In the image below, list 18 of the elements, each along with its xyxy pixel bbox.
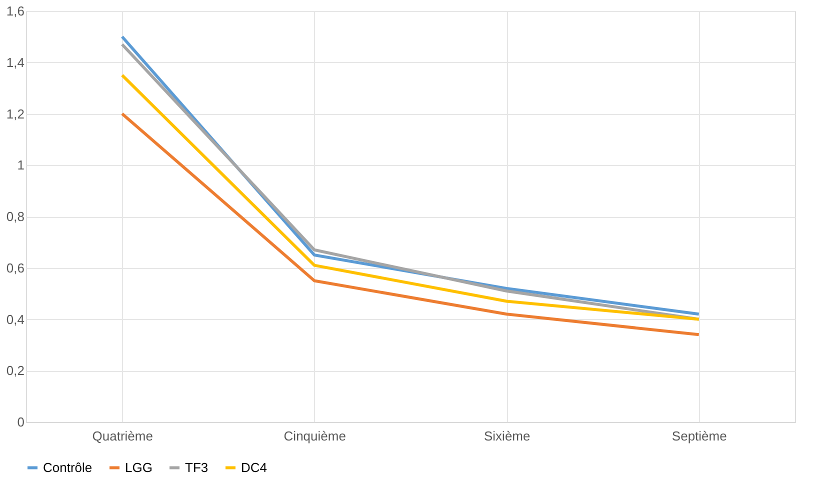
y-tick-label: 1,6 — [6, 4, 24, 18]
y-tick-label: 0,2 — [6, 363, 24, 378]
legend-label: TF3 — [185, 460, 208, 475]
x-tick-label: Quatrième — [92, 428, 153, 444]
y-tick-label: 1,4 — [6, 54, 24, 70]
y-tick-label: 0,4 — [6, 312, 24, 327]
legend-label: DC4 — [241, 460, 268, 475]
y-tick-label: 0,6 — [6, 260, 24, 276]
y-tick-label: 0,8 — [6, 209, 24, 224]
y-tick-label: 0 — [17, 414, 24, 430]
line-series — [120, 112, 700, 336]
x-tick-label: Sixième — [484, 428, 530, 444]
y-tick-label: 1 — [17, 158, 24, 173]
legend-label: LGG — [125, 460, 152, 475]
legend-label: Contrôle — [43, 460, 92, 475]
x-tick-label: Septième — [672, 428, 727, 444]
x-tick-label: Cinquième — [284, 428, 346, 444]
y-tick-label: 1,2 — [6, 106, 24, 122]
